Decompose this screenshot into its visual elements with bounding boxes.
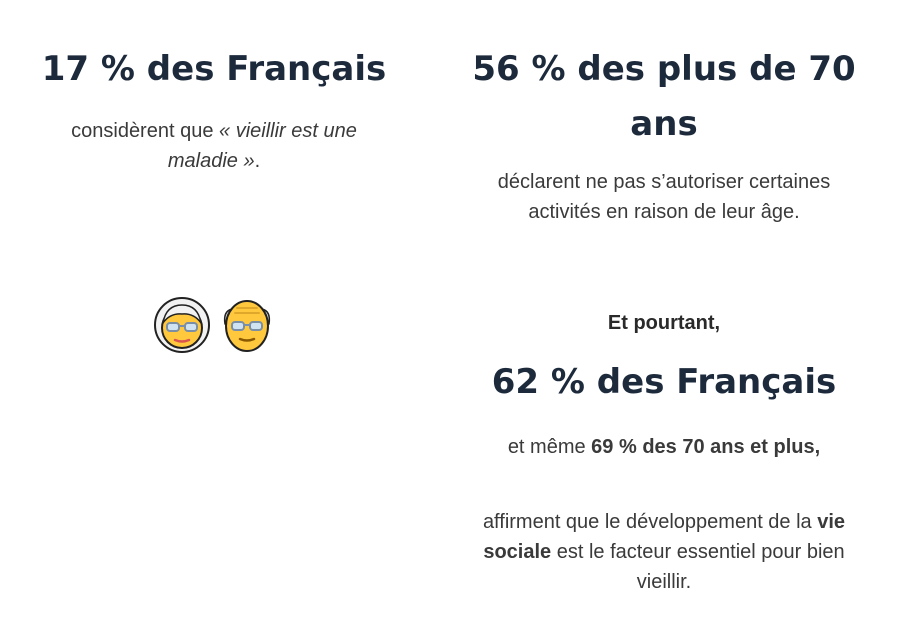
old-man-emoji [220, 297, 274, 358]
stat-heading-62: 62 % des Français [491, 362, 837, 402]
stat-line-69: et même 69 % des 70 ans et plus, [464, 432, 864, 462]
final-post: est le facteur essentiel pour bien vieil… [551, 541, 845, 593]
desc-quote: « vieillir est une maladie » [167, 120, 357, 172]
line-pre: et même [507, 436, 592, 458]
desc-post: . [254, 150, 261, 172]
stat-heading-17: 17 % des Français [41, 49, 387, 89]
old-woman-emoji [154, 297, 210, 358]
stat-description-17: considèrent que « vieillir est une malad… [40, 116, 388, 176]
final-statement: affirment que le développement de la vie… [460, 507, 868, 597]
final-bold: vie sociale [483, 511, 846, 563]
stat-description-56: déclarent ne pas s’autoriser certaines a… [497, 171, 831, 223]
line-bold: 69 % des 70 ans et plus, [591, 436, 821, 458]
stat-heading-56: 56 % des plus de 70 ans [472, 49, 856, 144]
final-pre: affirment que le développement de la [482, 511, 818, 533]
intro-text: Et pourtant, [607, 312, 721, 334]
desc-pre: considèrent que [71, 120, 220, 142]
